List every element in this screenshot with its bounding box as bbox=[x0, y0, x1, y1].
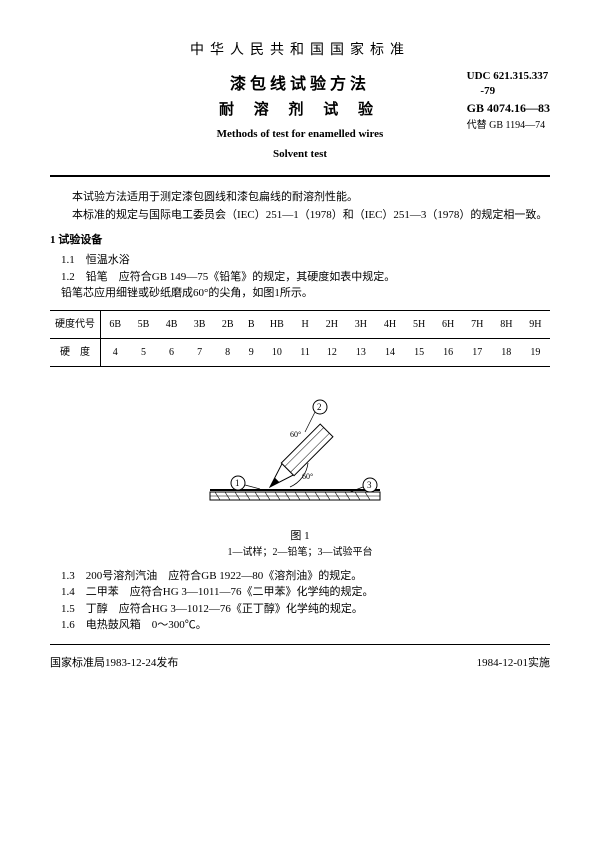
item-1-6: 1.6 电热鼓风箱 0～300℃。 bbox=[61, 617, 550, 634]
svg-text:1: 1 bbox=[235, 478, 240, 488]
item-1-5: 1.5 丁醇 应符合HG 3—1012—76《正丁醇》化学纯的规定。 bbox=[61, 601, 550, 618]
svg-text:60°: 60° bbox=[290, 430, 301, 439]
footer-left: 国家标准局1983-12-24发布 bbox=[50, 655, 178, 672]
gb-code: GB 4074.16—83 bbox=[467, 100, 550, 117]
svg-text:3: 3 bbox=[367, 480, 372, 490]
svg-text:2: 2 bbox=[317, 402, 322, 412]
udc-code: UDC 621.315.337 -79 bbox=[467, 69, 550, 100]
hardness-table: 硬度代号 6B5B 4B3B 2BB HBH 2H3H 4H5H 6H7H 8H… bbox=[50, 310, 550, 367]
footer-right: 1984-12-01实施 bbox=[477, 655, 550, 672]
row2-label: 硬 度 bbox=[50, 338, 101, 366]
table-row: 硬 度 45 67 89 1011 1213 1415 1617 1819 bbox=[50, 338, 550, 366]
pencil-diagram-icon: 60° 60° 1 2 3 bbox=[190, 387, 410, 517]
item-1-4: 1.4 二甲苯 应符合HG 3—1011—76《二甲苯》化学纯的规定。 bbox=[61, 584, 550, 601]
intro-p2: 本标准的规定与国际电工委员会（IEC）251—1（1978）和（IEC）251—… bbox=[50, 207, 550, 224]
title-en-2: Solvent test bbox=[50, 146, 550, 163]
divider-bottom bbox=[50, 644, 550, 645]
item-1-3: 1.3 200号溶剂汽油 应符合GB 1922—80《溶剂油》的规定。 bbox=[61, 568, 550, 585]
figure-legend: 1—试样；2—铅笔；3—试验平台 bbox=[50, 545, 550, 560]
svg-text:60°: 60° bbox=[302, 472, 313, 481]
item-1-2: 1.2 铅笔 应符合GB 149—75《铅笔》的规定，其硬度如表中规定。 bbox=[61, 269, 550, 286]
figure-1: 60° 60° 1 2 3 bbox=[50, 387, 550, 523]
section-1-heading: 1 试验设备 bbox=[50, 232, 550, 249]
row1-label: 硬度代号 bbox=[50, 310, 101, 338]
table-row: 硬度代号 6B5B 4B3B 2BB HBH 2H3H 4H5H 6H7H 8H… bbox=[50, 310, 550, 338]
figure-caption: 图 1 bbox=[50, 528, 550, 545]
code-block: UDC 621.315.337 -79 GB 4074.16—83 代替 GB … bbox=[467, 69, 550, 133]
national-header: 中华人民共和国国家标准 bbox=[50, 40, 550, 61]
intro-p1: 本试验方法适用于测定漆包圆线和漆包扁线的耐溶剂性能。 bbox=[50, 189, 550, 206]
footer: 国家标准局1983-12-24发布 1984-12-01实施 bbox=[50, 655, 550, 672]
item-1-2b: 铅笔芯应用细锉或砂纸磨成60°的尖角，如图1所示。 bbox=[61, 285, 550, 302]
item-1-1: 1.1 恒温水浴 bbox=[61, 252, 550, 269]
title-block: UDC 621.315.337 -79 GB 4074.16—83 代替 GB … bbox=[50, 73, 550, 163]
divider-top bbox=[50, 175, 550, 177]
replace-code: 代替 GB 1194—74 bbox=[467, 119, 550, 133]
